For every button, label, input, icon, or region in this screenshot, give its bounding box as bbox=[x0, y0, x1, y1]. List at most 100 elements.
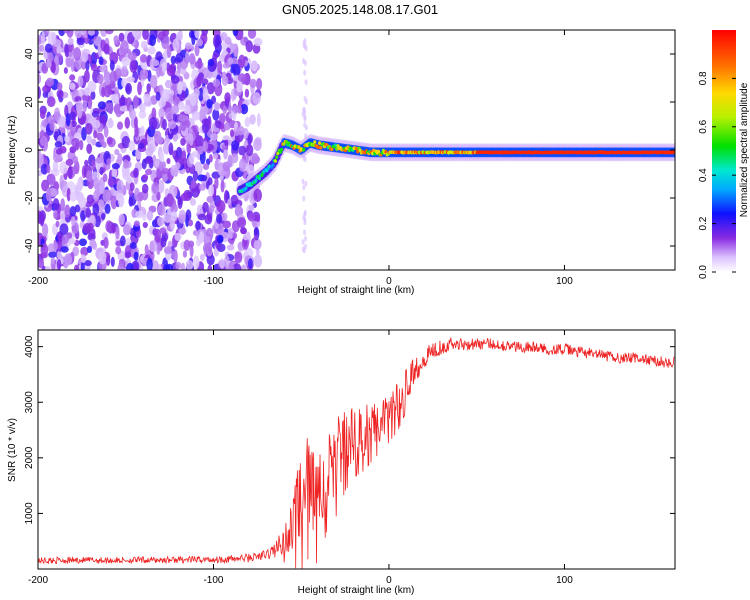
noise-blob bbox=[237, 125, 245, 136]
noise-blob bbox=[247, 30, 257, 39]
noise-blob bbox=[69, 82, 76, 90]
noise-blob bbox=[157, 203, 166, 216]
noise-blob bbox=[121, 136, 131, 149]
noise-blob bbox=[178, 100, 185, 111]
noise-blob bbox=[53, 209, 58, 220]
noise-blob bbox=[301, 178, 305, 185]
noise-blob bbox=[164, 107, 174, 121]
noise-blob bbox=[209, 133, 219, 141]
noise-blob bbox=[77, 75, 84, 88]
noise-blob bbox=[207, 115, 212, 130]
noise-blob bbox=[86, 143, 93, 154]
noise-blob bbox=[38, 212, 45, 225]
figure-title: GN05.2025.148.08.17.G01 bbox=[282, 2, 438, 17]
noise-blob bbox=[140, 125, 145, 137]
noise-blob bbox=[133, 167, 139, 178]
noise-blob bbox=[47, 173, 56, 186]
signal-trace bbox=[334, 143, 338, 148]
noise-blob bbox=[245, 40, 254, 53]
noise-blob bbox=[51, 61, 56, 74]
noise-blob bbox=[165, 193, 174, 207]
spectrogram-xlabel: Height of straight line (km) bbox=[298, 285, 415, 296]
signal-trace bbox=[275, 155, 279, 159]
x-tick-label: -100 bbox=[203, 276, 223, 287]
noise-blob bbox=[217, 60, 223, 75]
noise-blob bbox=[53, 107, 61, 122]
noise-blob bbox=[65, 158, 74, 166]
noise-blob bbox=[124, 116, 131, 129]
signal-trace bbox=[271, 163, 275, 167]
noise-blob bbox=[82, 94, 91, 102]
noise-blob bbox=[85, 207, 92, 218]
noise-blob bbox=[47, 243, 55, 253]
noise-blob bbox=[135, 210, 144, 219]
noise-blob bbox=[234, 251, 240, 259]
noise-blob bbox=[80, 246, 89, 257]
noise-blob bbox=[211, 171, 221, 179]
noise-blob bbox=[203, 243, 209, 253]
signal-trace bbox=[318, 141, 322, 145]
noise-blob bbox=[69, 74, 76, 81]
noise-blob bbox=[170, 55, 176, 65]
noise-blob bbox=[82, 223, 92, 234]
signal-trace bbox=[313, 140, 317, 144]
noise-blob bbox=[44, 266, 51, 270]
noise-blob bbox=[40, 163, 48, 175]
noise-blob bbox=[156, 191, 161, 201]
noise-blob bbox=[59, 223, 69, 236]
noise-blob bbox=[303, 219, 307, 226]
noise-blob bbox=[145, 147, 154, 157]
noise-blob bbox=[90, 63, 98, 72]
noise-blob bbox=[204, 214, 213, 225]
y-tick-label: 20 bbox=[24, 96, 35, 108]
noise-blob bbox=[67, 42, 73, 53]
signal-trace bbox=[311, 143, 316, 147]
noise-blob bbox=[151, 59, 160, 67]
noise-blob bbox=[78, 238, 87, 247]
noise-blob bbox=[256, 78, 263, 91]
noise-blob bbox=[84, 260, 92, 267]
noise-blob bbox=[122, 159, 129, 169]
signal-trace bbox=[302, 147, 306, 152]
noise-blob bbox=[80, 51, 89, 63]
x-tick-label: -100 bbox=[203, 575, 223, 586]
snr-panel: -200 -100 0 100 1000 2000 3000 4000 Height of s… bbox=[7, 329, 676, 596]
noise-blob bbox=[195, 220, 201, 231]
noise-blob bbox=[190, 179, 197, 189]
noise-blob bbox=[235, 203, 242, 216]
noise-blob bbox=[69, 190, 77, 202]
noise-blob bbox=[253, 240, 261, 251]
noise-blob bbox=[79, 139, 84, 151]
noise-blob bbox=[127, 52, 137, 61]
snr-ylabel: SNR (10 * v/v) bbox=[7, 418, 18, 482]
noise-blob bbox=[147, 46, 156, 55]
noise-blob bbox=[109, 70, 118, 84]
noise-blob bbox=[43, 30, 50, 37]
snr-xlabel: Height of straight line (km) bbox=[298, 585, 415, 596]
noise-blob bbox=[177, 81, 183, 95]
noise-blob bbox=[215, 120, 222, 129]
noise-blob bbox=[253, 188, 263, 202]
x-tick-label: 100 bbox=[556, 276, 573, 287]
signal-trace bbox=[335, 147, 339, 151]
x-tick-label: -200 bbox=[28, 575, 48, 586]
noise-blob bbox=[178, 30, 183, 41]
noise-blob bbox=[67, 165, 73, 179]
noise-blob bbox=[129, 60, 138, 74]
noise-blob bbox=[111, 163, 120, 170]
noise-blob bbox=[149, 240, 158, 253]
noise-blob bbox=[94, 215, 101, 228]
noise-blob bbox=[83, 69, 90, 83]
noise-blob bbox=[227, 198, 232, 206]
noise-blob bbox=[67, 37, 74, 46]
noise-blob bbox=[197, 213, 206, 221]
noise-blob bbox=[253, 37, 263, 47]
noise-blob bbox=[303, 95, 307, 102]
noise-blob bbox=[178, 214, 186, 224]
noise-blob bbox=[157, 179, 165, 194]
noise-blob bbox=[212, 79, 221, 88]
noise-blob bbox=[103, 85, 112, 98]
colorbar-tick-label: 0.8 bbox=[698, 71, 709, 85]
noise-blob bbox=[194, 30, 200, 39]
noise-blob bbox=[170, 203, 178, 214]
